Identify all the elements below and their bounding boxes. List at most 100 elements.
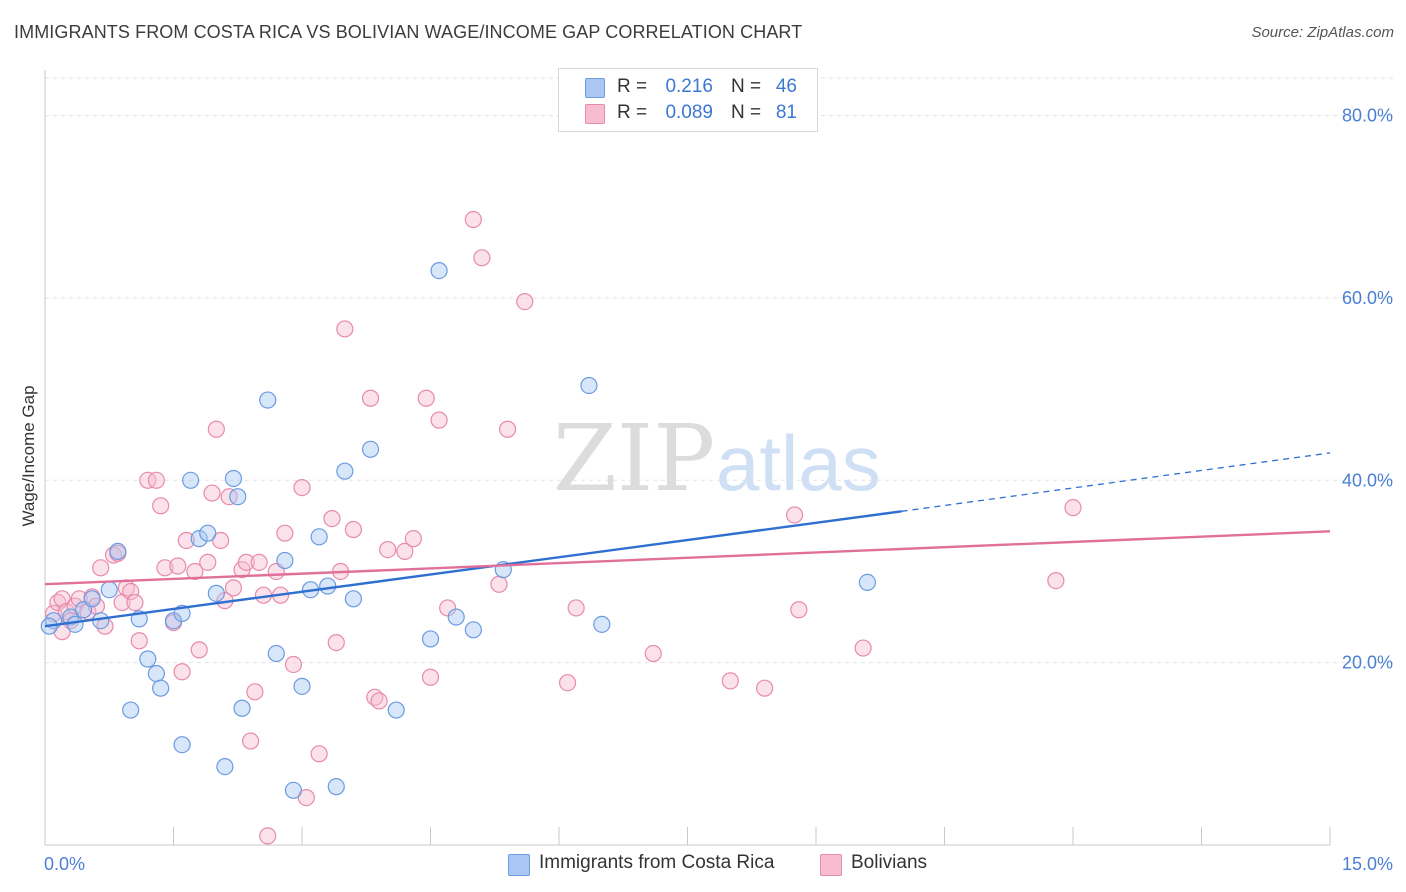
bolivians-point (721, 672, 739, 690)
bolivians-point (430, 411, 448, 429)
costa-rica-point (152, 679, 170, 697)
costa-rica-point (83, 590, 101, 608)
legend-r-label: R = (617, 102, 648, 123)
bolivians-point (212, 531, 230, 550)
bolivians-point (122, 582, 140, 601)
bolivians-point (421, 668, 440, 686)
y-tick-label: 60.0% (1342, 288, 1393, 308)
x-tick-labels: 0.0% 15.0% (44, 854, 1393, 874)
y-tick-label: 40.0% (1342, 470, 1393, 490)
bolivians-point (790, 601, 808, 619)
y-axis-label: Wage/Income Gap (19, 385, 38, 526)
costa-rica-point (267, 644, 285, 663)
bolivians-point (169, 557, 187, 575)
bolivians-point (177, 531, 195, 550)
source-attribution: Source: ZipAtlas.com (1251, 24, 1394, 41)
costa-rica-point (858, 573, 877, 592)
costa-rica-point (580, 376, 598, 395)
bolivians-point (199, 553, 217, 571)
bolivians-point (92, 559, 110, 577)
bolivians-point (190, 641, 208, 659)
legend-n-label: N = (731, 76, 762, 97)
bolivians-trendline (44, 530, 1331, 586)
costa-rica-point (447, 608, 465, 626)
costa-rica-point (224, 469, 243, 488)
series-label: Immigrants from Costa Rica (539, 852, 775, 873)
bolivians-point (70, 590, 88, 608)
costa-rica-point (100, 581, 118, 599)
bolivians-point (242, 732, 260, 750)
costa-rica-point (207, 584, 225, 602)
legend-n-label: N = (731, 102, 762, 123)
bolivians-point (1064, 499, 1082, 517)
costa-rica-point (387, 701, 405, 719)
bolivians-point (297, 788, 315, 807)
costa-rica-point (336, 462, 354, 480)
bolivians-point (186, 562, 204, 581)
legend-r-label: R = (617, 76, 648, 97)
series-swatch-pink (820, 854, 842, 876)
bolivians-points (44, 210, 1082, 845)
costa-rica-point (464, 621, 482, 639)
bolivians-point (490, 575, 508, 593)
bolivians-point (276, 524, 294, 542)
trendlines (44, 452, 1331, 628)
costa-rica-point (147, 664, 165, 683)
costa-rica-point (139, 650, 157, 668)
costa-rica-point (259, 391, 277, 409)
bolivians-point (417, 389, 435, 407)
bolivians-point (207, 420, 225, 438)
bolivians-point (203, 484, 221, 502)
bolivians-point (156, 559, 174, 577)
bolivians-point (327, 633, 345, 652)
costa-rica-point (276, 551, 294, 570)
bolivians-point (250, 553, 268, 571)
costa-rica-point (190, 530, 208, 548)
series-swatch-blue (508, 854, 530, 876)
costa-rica-point (430, 261, 448, 280)
costa-rica-point (421, 630, 440, 648)
bolivians-point (336, 320, 354, 338)
bolivians-point (755, 679, 774, 697)
watermark-zip: ZIP (553, 405, 715, 512)
bolivians-point (246, 683, 264, 701)
y-tick-label: 80.0% (1342, 106, 1393, 126)
legend-r-value: 0.089 (665, 102, 713, 123)
axes (44, 70, 1331, 846)
bolivians-point (785, 506, 804, 524)
legend-swatch-blue (585, 78, 605, 98)
bolivians-point (516, 292, 534, 311)
bolivians-point (130, 632, 148, 650)
x-tick-label: 15.0% (1342, 854, 1393, 874)
bolivians-point (284, 655, 303, 674)
costa-rica-point (310, 528, 328, 546)
costa-rica-point (216, 757, 234, 776)
bolivians-point (379, 540, 397, 559)
bolivians-point (1047, 571, 1065, 590)
costa-rica-point (319, 577, 337, 595)
bolivians-point (323, 509, 341, 528)
bolivians-point (473, 249, 491, 267)
legend-r-value: 0.216 (665, 76, 713, 97)
bolivians-point (259, 827, 277, 845)
correlation-legend: R = 0.216 N = 46 R = 0.089 N = 81 (558, 68, 818, 132)
bolivians-point (293, 478, 311, 497)
bolivians-point (147, 471, 165, 489)
y-tick-labels: 20.0% 40.0% 60.0% 80.0% (1342, 106, 1393, 673)
bolivians-point (404, 530, 422, 548)
costa-rica-point (293, 677, 311, 695)
legend-swatch-pink (585, 104, 605, 124)
costa-rica-point (593, 615, 611, 633)
watermark-atlas: atlas (716, 419, 881, 507)
costa-rica-point (361, 440, 380, 458)
bolivians-point (126, 593, 144, 612)
costa-rica-point (344, 590, 362, 608)
costa-rica-point (327, 778, 345, 796)
bolivians-point (344, 520, 362, 539)
bolivians-point (152, 497, 170, 515)
legend-n-value: 81 (775, 102, 797, 123)
costa-rica-trendline-extension (901, 452, 1331, 512)
costa-rica-points (40, 261, 877, 799)
costa-rica-point (182, 471, 200, 489)
legend-n-value: 46 (775, 76, 797, 97)
